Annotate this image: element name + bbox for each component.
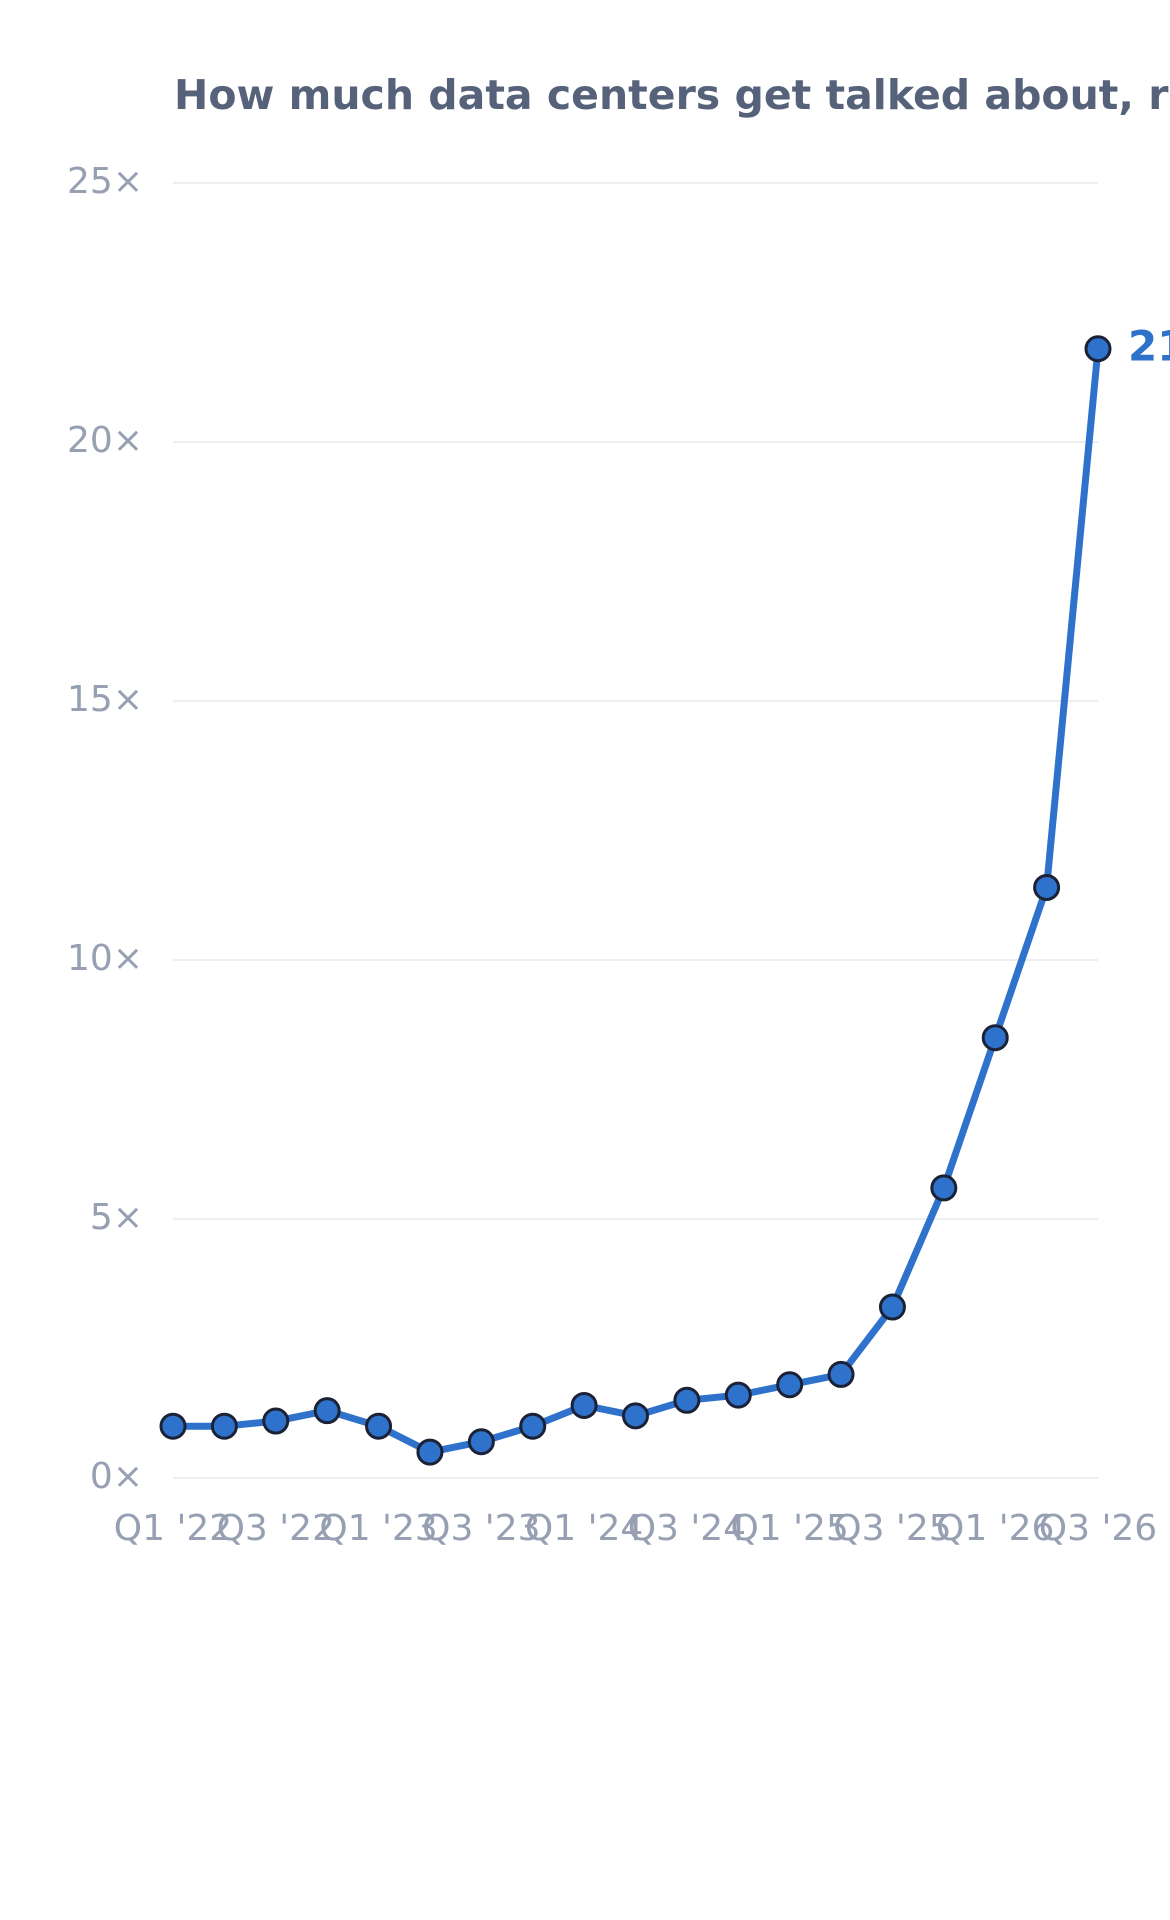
x-tick-label: Q3 '23 — [422, 1508, 540, 1549]
point — [313, 1397, 341, 1425]
x-tick-label: Q3 '24 — [628, 1508, 746, 1549]
point — [1084, 335, 1112, 363]
x-tick-label: Q1 '24 — [525, 1508, 643, 1549]
point — [878, 1293, 906, 1321]
x-tick-label: Q1 '25 — [730, 1508, 848, 1549]
point — [930, 1174, 958, 1202]
y-tick-label: 5× — [90, 1197, 143, 1238]
y-tick-label: 15× — [67, 679, 143, 720]
chart-title: How much data centers get talked about, … — [174, 71, 1170, 119]
point — [827, 1360, 855, 1388]
x-tick-label: Q3 '22 — [217, 1508, 335, 1549]
x-tick-label: Q3 '25 — [833, 1508, 951, 1549]
x-tick-label: Q1 '22 — [114, 1508, 232, 1549]
point — [262, 1407, 290, 1435]
y-tick-label: 20× — [67, 420, 143, 461]
line — [173, 348, 1102, 1456]
point — [570, 1391, 598, 1419]
point — [159, 1412, 187, 1440]
point — [365, 1412, 393, 1440]
point — [210, 1412, 238, 1440]
point — [416, 1438, 444, 1466]
y-tick-label: 10× — [67, 938, 143, 979]
end-label: 21 — [1128, 321, 1170, 370]
y-tick-label: 0× — [90, 1456, 143, 1497]
point — [673, 1386, 701, 1414]
point — [622, 1402, 649, 1430]
point — [1033, 873, 1061, 901]
point — [724, 1381, 752, 1409]
y-tick-label: 25× — [67, 161, 143, 202]
point — [467, 1428, 495, 1456]
point — [981, 1024, 1009, 1052]
x-tick-label: Q3 '26 — [1039, 1508, 1157, 1549]
x-tick-label: Q1 '26 — [936, 1508, 1054, 1549]
point — [776, 1371, 804, 1399]
x-tick-label: Q1 '23 — [319, 1508, 437, 1549]
point — [519, 1412, 547, 1440]
